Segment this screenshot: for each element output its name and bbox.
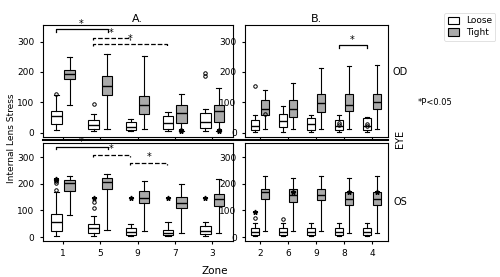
PathPatch shape (262, 189, 270, 199)
PathPatch shape (214, 105, 224, 122)
PathPatch shape (139, 191, 149, 203)
PathPatch shape (200, 226, 210, 234)
PathPatch shape (373, 192, 381, 205)
Text: Zone: Zone (202, 266, 228, 276)
PathPatch shape (176, 197, 186, 208)
PathPatch shape (102, 76, 112, 95)
Text: EYE: EYE (395, 129, 405, 148)
PathPatch shape (126, 122, 136, 130)
PathPatch shape (335, 120, 343, 130)
PathPatch shape (318, 189, 325, 200)
PathPatch shape (373, 94, 381, 109)
PathPatch shape (290, 189, 298, 202)
PathPatch shape (64, 70, 75, 79)
PathPatch shape (88, 120, 99, 129)
PathPatch shape (64, 180, 75, 191)
PathPatch shape (126, 228, 136, 235)
PathPatch shape (200, 113, 210, 128)
PathPatch shape (252, 229, 260, 235)
PathPatch shape (163, 230, 173, 235)
Title: B.: B. (310, 14, 322, 24)
PathPatch shape (262, 100, 270, 115)
PathPatch shape (290, 100, 298, 117)
PathPatch shape (346, 192, 353, 205)
Text: *P<0.05: *P<0.05 (418, 98, 452, 107)
Text: *: * (109, 144, 114, 154)
Title: A.: A. (132, 14, 143, 24)
PathPatch shape (163, 116, 173, 129)
Text: *: * (109, 28, 114, 38)
PathPatch shape (308, 118, 315, 130)
PathPatch shape (102, 178, 112, 189)
PathPatch shape (280, 114, 287, 127)
PathPatch shape (51, 111, 62, 124)
PathPatch shape (318, 94, 325, 112)
Legend: Loose, Tight: Loose, Tight (444, 13, 496, 41)
PathPatch shape (335, 229, 343, 235)
PathPatch shape (51, 214, 62, 231)
Text: *: * (79, 19, 84, 29)
Text: *: * (79, 137, 84, 147)
PathPatch shape (363, 118, 371, 130)
PathPatch shape (176, 105, 186, 123)
PathPatch shape (308, 229, 315, 235)
PathPatch shape (280, 229, 287, 235)
PathPatch shape (363, 229, 371, 235)
PathPatch shape (88, 224, 99, 233)
PathPatch shape (214, 194, 224, 206)
PathPatch shape (252, 120, 260, 130)
Text: Internal Lens Stress: Internal Lens Stress (8, 94, 16, 183)
Text: *: * (128, 34, 132, 44)
Text: OD: OD (392, 67, 407, 77)
Text: *: * (350, 35, 355, 45)
Text: OS: OS (393, 197, 407, 207)
Text: *: * (146, 152, 151, 162)
PathPatch shape (346, 94, 353, 111)
PathPatch shape (139, 96, 149, 114)
